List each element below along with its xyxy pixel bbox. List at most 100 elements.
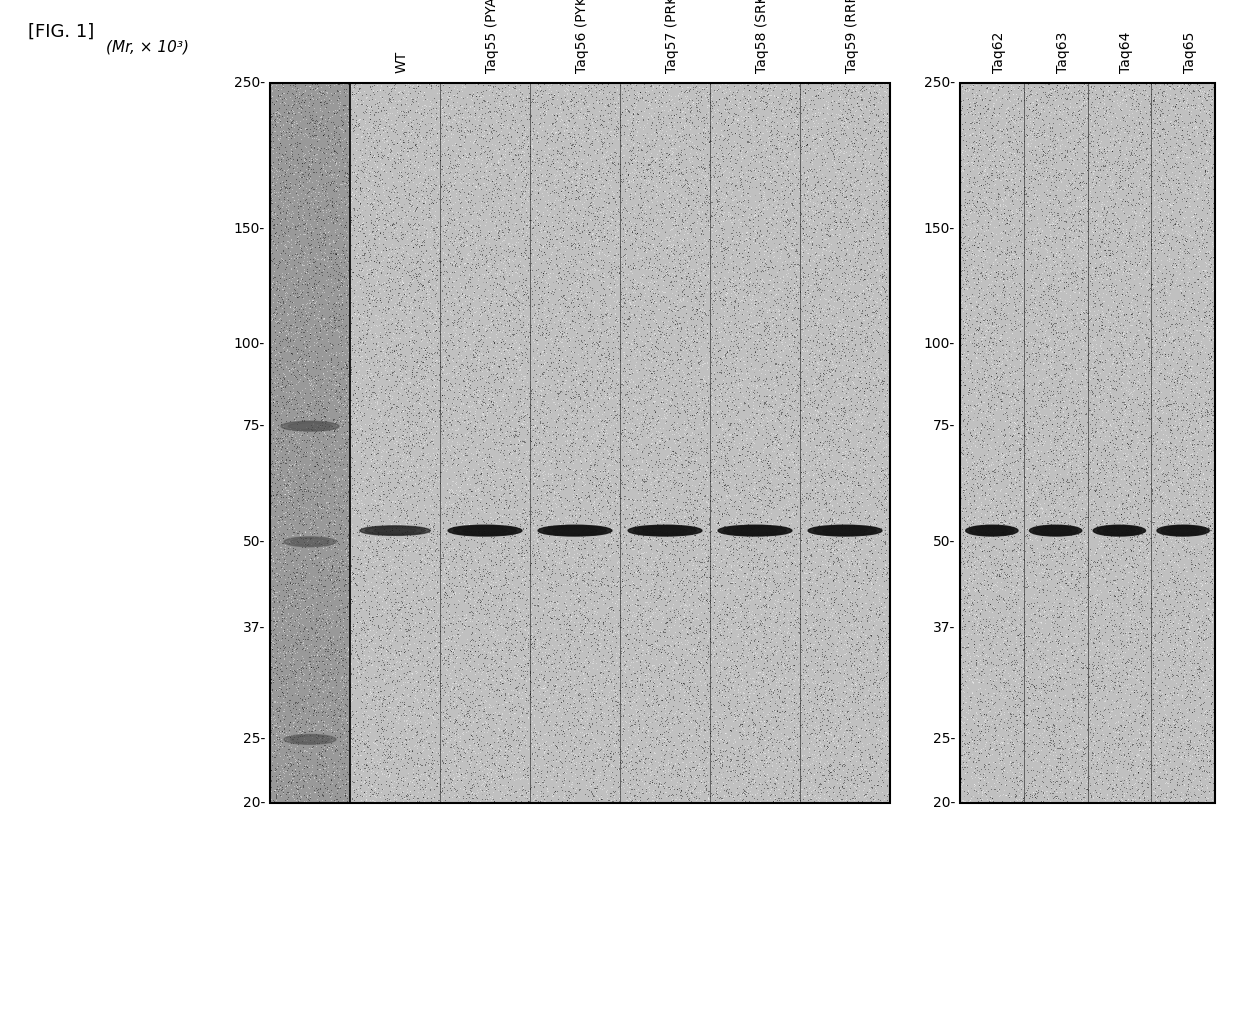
- Point: [444, 430, 464, 446]
- Point: [662, 689, 682, 705]
- Point: [655, 621, 675, 637]
- Point: [751, 712, 771, 729]
- Point: [562, 91, 582, 108]
- Point: [983, 380, 1003, 397]
- Point: [502, 702, 522, 719]
- Point: [715, 735, 735, 751]
- Point: [848, 265, 868, 282]
- Point: [560, 656, 580, 672]
- Point: [1153, 222, 1173, 238]
- Point: [1156, 528, 1176, 545]
- Point: [320, 90, 340, 107]
- Point: [795, 178, 815, 194]
- Point: [490, 221, 510, 237]
- Point: [782, 209, 802, 225]
- Point: [706, 618, 725, 634]
- Point: [574, 562, 594, 579]
- Point: [1127, 460, 1147, 476]
- Point: [981, 242, 1001, 258]
- Point: [523, 533, 543, 549]
- Point: [656, 691, 676, 707]
- Point: [265, 426, 285, 442]
- Point: [991, 513, 1011, 529]
- Point: [983, 735, 1003, 751]
- Point: [1081, 468, 1101, 484]
- Point: [346, 373, 366, 390]
- Point: [346, 182, 366, 198]
- Point: [773, 559, 792, 576]
- Point: [709, 388, 729, 404]
- Point: [1195, 673, 1215, 690]
- Point: [428, 337, 448, 354]
- Point: [822, 171, 842, 187]
- Point: [655, 368, 675, 384]
- Point: [371, 395, 391, 411]
- Point: [680, 725, 699, 741]
- Point: [270, 517, 290, 534]
- Point: [463, 228, 482, 245]
- Point: [605, 287, 625, 303]
- Point: [952, 612, 972, 628]
- Point: [515, 549, 534, 565]
- Point: [681, 482, 701, 499]
- Point: [367, 543, 387, 559]
- Point: [988, 186, 1008, 203]
- Point: [1079, 104, 1099, 120]
- Point: [588, 428, 608, 444]
- Point: [973, 674, 993, 691]
- Point: [781, 614, 801, 630]
- Point: [495, 230, 515, 247]
- Point: [805, 431, 825, 447]
- Point: [412, 329, 432, 345]
- Point: [464, 347, 484, 364]
- Point: [440, 691, 460, 707]
- Point: [848, 303, 868, 320]
- Point: [784, 644, 804, 660]
- Point: [404, 781, 424, 798]
- Point: [1106, 317, 1126, 333]
- Point: [554, 595, 574, 612]
- Point: [1023, 123, 1043, 140]
- Point: [737, 383, 756, 400]
- Point: [1199, 251, 1219, 267]
- Point: [311, 486, 331, 503]
- Point: [441, 772, 461, 788]
- Point: [1162, 204, 1182, 220]
- Point: [1176, 148, 1195, 164]
- Point: [291, 381, 311, 398]
- Point: [689, 415, 709, 432]
- Point: [1118, 490, 1138, 507]
- Point: [497, 327, 517, 343]
- Point: [481, 682, 501, 698]
- Point: [864, 686, 884, 702]
- Point: [1049, 110, 1069, 126]
- Point: [791, 704, 811, 721]
- Point: [446, 162, 466, 179]
- Point: [951, 336, 971, 353]
- Point: [1009, 212, 1029, 228]
- Point: [417, 268, 436, 285]
- Point: [423, 182, 443, 198]
- Point: [1106, 162, 1126, 179]
- Point: [653, 140, 673, 156]
- Point: [971, 792, 991, 808]
- Point: [1053, 411, 1073, 428]
- Point: [267, 339, 286, 356]
- Point: [438, 503, 458, 519]
- Point: [471, 246, 491, 262]
- Point: [1177, 155, 1197, 172]
- Point: [677, 425, 697, 441]
- Point: [993, 570, 1013, 586]
- Point: [337, 457, 357, 474]
- Point: [810, 441, 830, 457]
- Point: [693, 353, 713, 369]
- Point: [991, 100, 1011, 116]
- Point: [843, 564, 863, 581]
- Point: [352, 706, 372, 723]
- Point: [806, 549, 826, 565]
- Point: [816, 493, 836, 510]
- Point: [394, 694, 414, 710]
- Point: [325, 143, 345, 159]
- Point: [288, 594, 308, 611]
- Point: [309, 735, 329, 751]
